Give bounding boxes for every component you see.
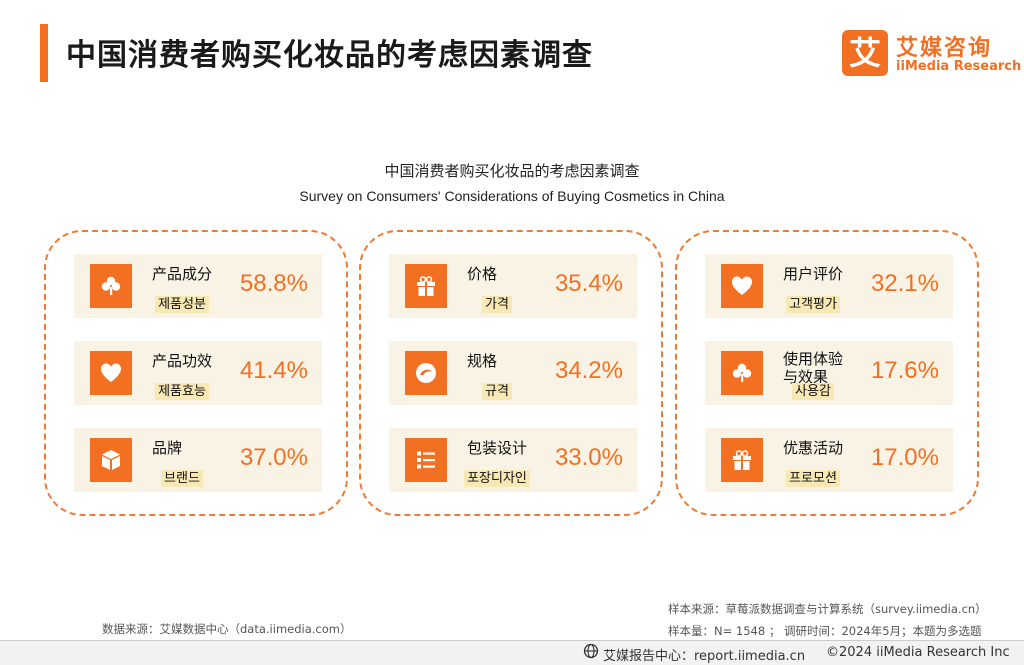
- footer-bar: [0, 641, 1024, 665]
- factor-label: 价格: [467, 265, 498, 283]
- sample-size-note: 样本量：N= 1548 ； 调研时间：2024年5月；本题为多选题: [668, 624, 982, 638]
- factor-card: 价格 가격 35.4%: [389, 254, 637, 318]
- factor-card: 规格 규격 34.2%: [389, 341, 637, 405]
- factor-card: 品牌 브랜드 37.0%: [74, 428, 322, 492]
- factor-group: 产品成分 제품성분 58.8% 产品功效 제품효능 41.4% 品牌 브랜드 37.0%: [44, 230, 348, 516]
- factor-card: 产品功效 제품효능 41.4%: [74, 341, 322, 405]
- footer-divider: [0, 640, 1024, 641]
- factor-group: 价格 가격 35.4% 规格 규격 34.2% 包装设计 포장디자인 33.0%: [359, 230, 663, 516]
- list-icon: [405, 438, 447, 482]
- page-title: 中国消费者购买化妆品的考虑因素调查: [66, 38, 593, 73]
- sample-source-note: 样本来源：草莓派数据调查与计算系统（survey.iimedia.cn）: [668, 602, 987, 616]
- chart-title: 中国消费者购买化妆品的考虑因素调查: [384, 162, 640, 180]
- factor-card: 用户评价 고객평가 32.1%: [705, 254, 953, 318]
- factor-card: 优惠活动 프로모션 17.0%: [705, 428, 953, 492]
- factor-label: 规格: [467, 352, 498, 370]
- factor-percentage: 32.1%: [870, 270, 939, 297]
- factor-percentage: 34.2%: [554, 357, 623, 384]
- swirl-icon: [405, 351, 447, 395]
- heart-icon: [90, 351, 132, 395]
- factor-percentage: 35.4%: [554, 270, 623, 297]
- logo-cn: 艾媒咨询: [896, 36, 993, 61]
- clover-icon: [721, 351, 763, 395]
- factor-korean-label: 제품효능: [155, 383, 209, 400]
- gift-icon: [721, 438, 763, 482]
- logo-en: iiMedia Research: [896, 59, 1022, 74]
- footer-copyright: ©2024 iiMedia Research Inc: [826, 645, 1010, 660]
- factor-korean-label: 고객평가: [786, 296, 840, 313]
- factor-percentage: 58.8%: [239, 270, 308, 297]
- factor-label: 包装设计: [467, 439, 528, 457]
- title-accent-bar: [40, 24, 48, 82]
- factor-percentage: 37.0%: [239, 444, 308, 471]
- clover-icon: [90, 264, 132, 308]
- factor-card: 包装设计 포장디자인 33.0%: [389, 428, 637, 492]
- factor-group: 用户评价 고객평가 32.1% 使用体验 与效果 사용감 17.6% 优惠活动 프로모션 17.…: [675, 230, 979, 516]
- factor-label: 优惠活动: [783, 439, 844, 457]
- gift-icon: [405, 264, 447, 308]
- iimedia-logo: 艾 艾媒咨询 iiMedia Research: [842, 30, 1021, 78]
- heart-icon: [721, 264, 763, 308]
- factor-card: 产品成分 제품성분 58.8%: [74, 254, 322, 318]
- data-source-note: 数据来源：艾媒数据中心（data.iimedia.com）: [102, 622, 352, 636]
- box-icon: [90, 438, 132, 482]
- factor-label: 产品成分: [152, 265, 213, 283]
- factor-korean-label: 규격: [482, 383, 512, 400]
- factor-korean-label: 포장디자인: [464, 470, 530, 487]
- factor-percentage: 33.0%: [554, 444, 623, 471]
- factor-percentage: 17.0%: [870, 444, 939, 471]
- logo-mark: 艾: [842, 30, 888, 76]
- factor-label: 用户评价: [783, 265, 844, 283]
- factor-korean-label: 제품성분: [155, 296, 209, 313]
- footer-report-link[interactable]: 艾媒报告中心：report.iimedia.cn: [603, 649, 806, 664]
- factor-label: 品牌: [152, 439, 183, 457]
- factor-percentage: 17.6%: [870, 357, 939, 384]
- factor-korean-label: 가격: [482, 296, 512, 313]
- factor-korean-label: 프로모션: [786, 470, 840, 487]
- factor-label: 产品功效: [152, 352, 213, 370]
- chart-subtitle: Survey on Consumers' Considerations of B…: [299, 188, 725, 204]
- factor-label: 使用体验 与效果: [783, 350, 844, 386]
- factor-korean-label: 브랜드: [161, 470, 203, 487]
- factor-percentage: 41.4%: [239, 357, 308, 384]
- factor-card: 使用体验 与效果 사용감 17.6%: [705, 341, 953, 405]
- factor-korean-label: 사용감: [792, 383, 834, 400]
- globe-icon: [583, 643, 599, 659]
